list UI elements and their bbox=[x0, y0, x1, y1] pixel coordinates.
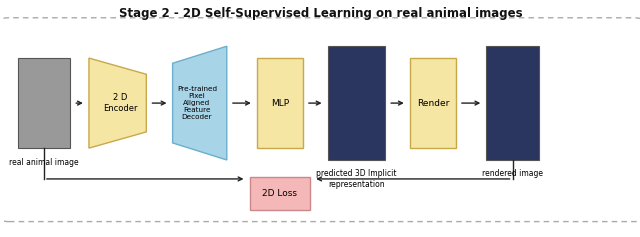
Text: Stage 2 - 2D Self-Supervised Learning on real animal images: Stage 2 - 2D Self-Supervised Learning on… bbox=[120, 7, 523, 20]
Text: real animal image: real animal image bbox=[9, 158, 79, 167]
Text: rendered image: rendered image bbox=[482, 169, 543, 178]
Text: predicted 3D Implicit
representation: predicted 3D Implicit representation bbox=[316, 169, 397, 189]
Bar bbox=[250, 177, 310, 210]
Bar bbox=[410, 58, 456, 148]
Bar bbox=[486, 46, 539, 160]
Text: 2 D
Encoder: 2 D Encoder bbox=[103, 93, 138, 113]
Text: 2D Loss: 2D Loss bbox=[262, 189, 298, 198]
Polygon shape bbox=[173, 46, 227, 160]
Bar bbox=[328, 46, 385, 160]
FancyBboxPatch shape bbox=[0, 18, 640, 222]
Bar bbox=[257, 58, 303, 148]
Polygon shape bbox=[89, 58, 147, 148]
Text: MLP: MLP bbox=[271, 99, 289, 108]
Bar bbox=[18, 58, 70, 148]
Text: Pre-trained
Pixel
Aligned
Feature
Decoder: Pre-trained Pixel Aligned Feature Decode… bbox=[177, 86, 217, 120]
Text: Render: Render bbox=[417, 99, 449, 108]
